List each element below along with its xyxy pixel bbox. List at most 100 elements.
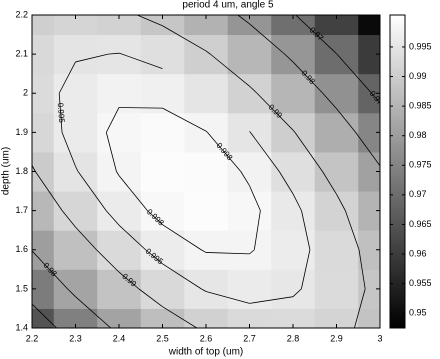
heat-cell [140,34,185,75]
heat-cell [184,269,229,309]
contour-line [118,52,123,55]
contour-label: 0.995 [56,102,66,123]
contour-line [322,92,337,109]
heat-cell [97,308,142,328]
colorbar-tick-label: 0.975 [409,160,432,170]
y-tick-label: 1.7 [15,205,28,215]
contour-line [105,132,117,172]
heat-cell [32,15,55,36]
contour-line [116,171,120,176]
contour-line [145,249,163,265]
heat-cell [358,34,380,75]
heat-cell [53,191,98,231]
contour-line [292,129,296,133]
x-tick-label: 2.7 [243,333,256,343]
contour-line [249,296,294,304]
contour-line [77,171,107,211]
contour-line [322,171,337,195]
contour-line [210,53,250,87]
colorbar-tick-label: 0.965 [409,219,432,229]
heat-cell [140,73,185,114]
colorbar [389,14,406,329]
y-tick-label: 1.8 [15,166,28,176]
heat-cell [227,151,272,192]
heat-cell [53,269,98,309]
contour-line [301,210,311,250]
y-tick-label: 1.5 [15,283,28,293]
contour-line [121,53,163,70]
contour-line [32,250,68,290]
y-tick-label: 1.6 [15,244,28,254]
heat-cell [97,269,142,309]
colorbar-tick-label: 0.955 [409,278,432,288]
heat-cell [53,151,98,192]
contour-line [249,85,258,94]
contour-line [32,165,36,172]
heat-cell [358,308,380,328]
y-tick-label: 2.1 [15,49,28,59]
heat-cell [184,151,229,192]
heat-cell [32,73,55,114]
heat-cell [32,308,55,328]
heat-cell [32,191,55,231]
x-axis-label: width of top (um) [168,347,243,358]
heat-cell [97,15,142,36]
heat-cell [140,15,185,36]
heat-cell [97,73,142,114]
y-tick-label: 2.2 [15,9,28,19]
colorbar-tick-label: 0.96 [409,248,427,258]
heat-cell [32,269,55,309]
contour-line [249,249,255,255]
heat-cell [314,230,359,270]
contour-line [32,303,57,328]
contour-line [75,226,97,251]
heat-cell [227,73,272,114]
heat-cell [97,34,142,75]
contour-line [118,271,140,290]
contour-line [240,171,250,186]
contour-line [205,252,250,255]
contour-line [162,107,207,132]
contour-line [256,92,294,131]
heat-cell [140,151,185,192]
contour-line [205,130,208,133]
contour-line [75,53,109,63]
heat-cell [358,191,380,231]
contour-line [336,108,356,133]
contour-line [292,61,324,94]
heat-cell [227,15,272,36]
x-tick-label: 2.4 [113,333,126,343]
x-tick-label: 2.9 [330,333,343,343]
y-axis-label: depth (um) [1,147,12,195]
heat-cell [184,15,229,36]
chart-title: period 4 um, angle 5 [182,0,274,11]
heat-cell [184,308,229,328]
heat-cell [271,73,316,114]
heat-cell [184,230,229,270]
contour-line [344,210,360,250]
contour-line [201,288,207,292]
contour-line [162,263,202,290]
colorbar-tick-label: 0.97 [409,189,427,199]
heat-cell [358,230,380,270]
x-tick-label: 2.2 [26,333,39,343]
heat-cell [358,112,380,153]
contour-line [118,224,146,251]
contour-line [58,61,76,94]
colorbar-tick-label: 0.95 [409,308,427,318]
contour-line [295,15,337,54]
heat-cell [314,151,359,192]
heat-cell [53,15,98,36]
contour-line [300,249,311,289]
contour-line [253,210,261,250]
contour-line [75,296,112,328]
contour-line [249,23,285,55]
heat-cell [314,112,359,153]
heat-cell [271,112,316,153]
contour-line [58,93,63,133]
contour-line [354,288,366,328]
heat-cell [314,269,359,309]
heat-cell [184,191,229,231]
heat-cell [271,15,316,36]
heat-cell [358,73,380,114]
